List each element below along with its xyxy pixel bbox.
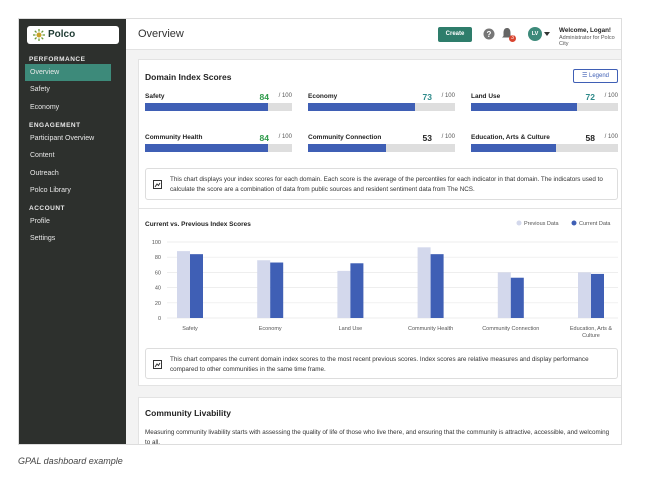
score-max: / 100 bbox=[604, 134, 618, 140]
legend-button[interactable]: ☰ Legend bbox=[573, 69, 618, 83]
caret[interactable] bbox=[544, 32, 550, 36]
nav-item[interactable]: Content bbox=[30, 152, 55, 160]
logo-text: Polco bbox=[48, 29, 76, 40]
screenshot: Polco PERFORMANCE Overview Safety Economy EN… bbox=[18, 18, 622, 445]
caption: GPAL dashboard example bbox=[18, 456, 123, 466]
score: 53 bbox=[422, 133, 432, 143]
x-tick-label: Community Connection bbox=[482, 326, 540, 332]
create-button[interactable]: Create bbox=[438, 27, 472, 42]
sidebar: Polco PERFORMANCE Overview Safety Economy EN… bbox=[19, 19, 126, 444]
progress-bar bbox=[145, 144, 269, 152]
avatar[interactable]: LV bbox=[528, 27, 542, 41]
nav-heading: ACCOUNT bbox=[29, 205, 65, 213]
bar-previous bbox=[417, 247, 431, 318]
score: 73 bbox=[422, 92, 432, 102]
y-tick-label: 40 bbox=[155, 286, 161, 292]
card-title: Domain Index Scores bbox=[145, 72, 232, 82]
x-tick-label: Community Health bbox=[407, 326, 454, 332]
help-icon[interactable]: ? bbox=[483, 28, 495, 40]
legend-swatch bbox=[516, 220, 522, 226]
info-box: This chart compares the current domain i… bbox=[145, 348, 618, 379]
welcome: Welcome, Logan! bbox=[559, 27, 612, 34]
domain-name: Safety bbox=[145, 93, 165, 100]
info-box: This chart displays your index scores fo… bbox=[145, 168, 618, 200]
domain-name: Community Health bbox=[145, 134, 203, 141]
nav-item[interactable]: Overview bbox=[25, 64, 111, 81]
info-text: This chart displays your index scores fo… bbox=[170, 176, 603, 193]
nav-item[interactable]: Polco Library bbox=[30, 186, 71, 194]
score: 72 bbox=[585, 92, 595, 102]
bar-previous bbox=[337, 270, 351, 318]
x-tick-label: Safety bbox=[182, 326, 198, 332]
info-icon bbox=[153, 360, 162, 369]
score-max: / 100 bbox=[441, 134, 455, 140]
y-tick-label: 60 bbox=[155, 270, 161, 276]
progress-bar bbox=[145, 103, 269, 111]
nav-heading: PERFORMANCE bbox=[29, 56, 86, 63]
score: 84 bbox=[259, 133, 269, 143]
role: Administrator for Polco City bbox=[559, 35, 615, 47]
divider bbox=[139, 208, 621, 209]
y-tick-label: 80 bbox=[155, 255, 161, 261]
y-tick-label: 20 bbox=[155, 301, 161, 307]
bar-current bbox=[430, 254, 444, 318]
domain-card: Domain Index Scores ☰ Legend Safety / 100… bbox=[138, 59, 621, 386]
progress-bar bbox=[308, 144, 386, 152]
x-tick-label: Land Use bbox=[338, 326, 363, 332]
score-max: / 100 bbox=[441, 93, 455, 99]
bar-previous bbox=[497, 272, 511, 318]
logo-box: Polco bbox=[27, 26, 119, 44]
progress-bar bbox=[308, 103, 416, 111]
card-title: Community Livability bbox=[145, 408, 231, 418]
chart-title: Current vs. Previous Index Scores bbox=[145, 221, 251, 228]
info-text: This chart compares the current domain i… bbox=[170, 356, 589, 373]
progress-bar bbox=[471, 144, 557, 152]
domain-name: Community Connection bbox=[308, 134, 382, 141]
x-tick-label: Economy bbox=[258, 326, 282, 332]
legend-label: Previous Data bbox=[524, 221, 559, 227]
score-max: / 100 bbox=[604, 93, 618, 99]
nav-heading: ENGAGEMENT bbox=[29, 121, 81, 129]
bar-previous bbox=[177, 251, 190, 318]
livability-card: Community Livability Measuring community… bbox=[138, 397, 621, 445]
score: 58 bbox=[585, 133, 595, 143]
info-icon bbox=[153, 180, 162, 189]
nav-item[interactable]: Participant Overview bbox=[30, 134, 95, 142]
progress-bar bbox=[471, 103, 577, 111]
bar-current bbox=[510, 277, 524, 318]
domain-name: Education, Arts & Culture bbox=[471, 134, 550, 141]
legend-label: Current Data bbox=[579, 221, 611, 227]
page-title: Overview bbox=[138, 28, 184, 40]
nav-item[interactable]: Profile bbox=[30, 218, 50, 226]
header: Overview Create ? 3 LV Welcome, Logan! A… bbox=[126, 19, 621, 50]
bar-previous bbox=[257, 260, 271, 318]
score: 84 bbox=[259, 92, 269, 102]
card-text: Measuring community livability starts wi… bbox=[145, 429, 610, 445]
y-tick-label: 0 bbox=[158, 316, 161, 322]
nav-item[interactable]: Outreach bbox=[30, 169, 59, 177]
score-max: / 100 bbox=[278, 134, 292, 140]
bar-current bbox=[591, 273, 604, 318]
domain-name: Economy bbox=[308, 93, 338, 100]
domain-name: Land Use bbox=[471, 93, 501, 100]
chart: 0 20 40 60 80 100 Previous Data Current Data bbox=[152, 220, 618, 322]
bar-previous bbox=[578, 272, 591, 318]
x-tick-label: Education, Arts & Culture bbox=[569, 326, 613, 339]
legend-swatch bbox=[571, 220, 577, 226]
y-tick-label: 100 bbox=[152, 240, 161, 246]
nav-item[interactable]: Safety bbox=[30, 86, 50, 94]
nav-item[interactable]: Settings bbox=[30, 235, 56, 243]
score-max: / 100 bbox=[278, 93, 292, 99]
bar-current bbox=[190, 254, 203, 318]
legend-button-text: Legend bbox=[589, 73, 610, 79]
nav-item[interactable]: Economy bbox=[30, 103, 60, 111]
bar-current bbox=[270, 262, 284, 318]
svg-text:?: ? bbox=[487, 30, 492, 39]
notification-badge: 3 bbox=[509, 35, 516, 42]
bar-current bbox=[350, 263, 364, 318]
logo-icon bbox=[33, 29, 45, 41]
